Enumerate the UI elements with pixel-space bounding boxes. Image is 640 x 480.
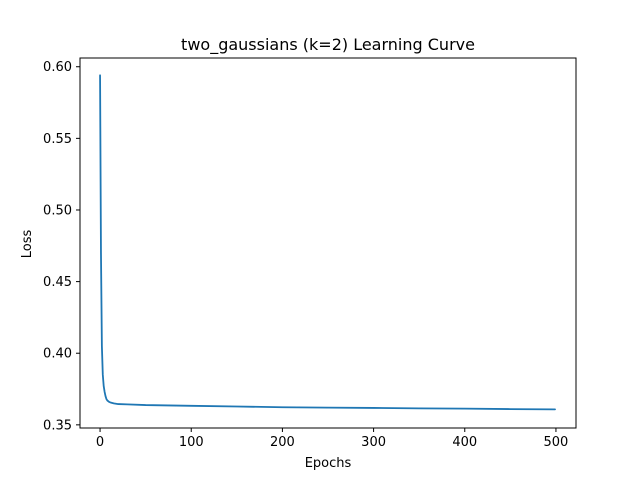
y-tick-label: 0.45 [43, 275, 72, 290]
plot-frame [79, 57, 577, 429]
axes: 0 100 200 300 400 500 0.35 0.40 0.45 0.50 0.55 0.60 [43, 57, 577, 450]
x-tick-label: 500 [544, 435, 569, 450]
y-tick-label: 0.55 [43, 132, 72, 147]
y-tick-label: 0.40 [43, 347, 72, 362]
y-tick-label: 0.60 [43, 60, 72, 75]
y-tick-label: 0.50 [43, 203, 72, 218]
x-axis-label: Epochs [305, 456, 352, 471]
x-tick-label: 0 [96, 435, 104, 450]
y-axis-label: Loss [20, 230, 35, 259]
x-tick-label: 300 [361, 435, 386, 450]
series-line-0 [99, 74, 556, 411]
x-tick-label: 100 [179, 435, 204, 450]
y-tick-label: 0.35 [43, 418, 72, 433]
plot-area [99, 74, 556, 411]
x-tick-label: 200 [270, 435, 295, 450]
chart-title: two_gaussians (k=2) Learning Curve [181, 35, 475, 55]
x-tick-label: 400 [452, 435, 477, 450]
